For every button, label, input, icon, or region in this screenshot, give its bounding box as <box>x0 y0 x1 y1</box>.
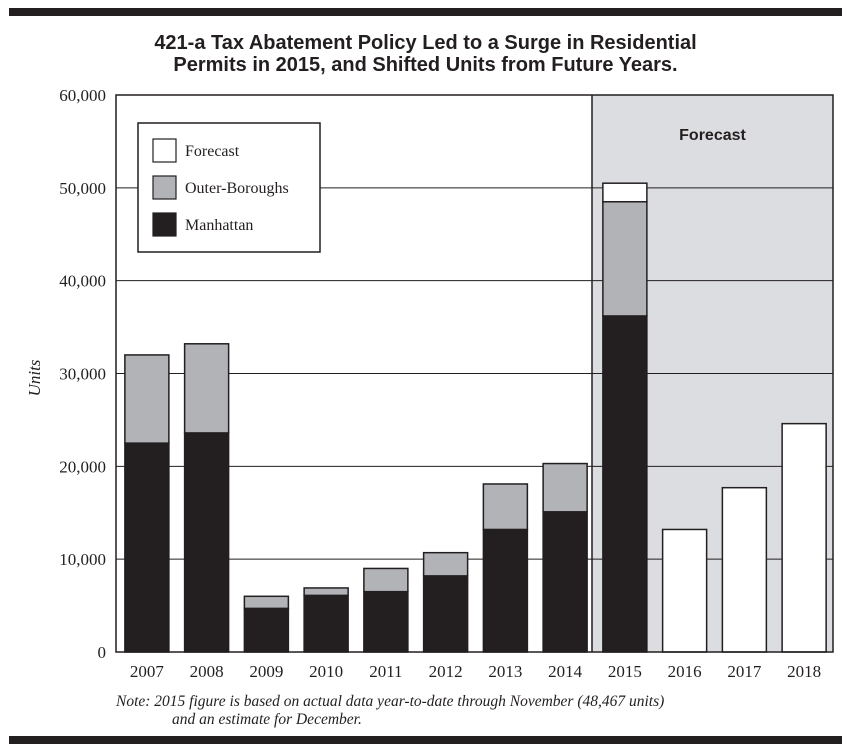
legend: Forecast Outer-Boroughs Manhattan <box>137 122 321 253</box>
x-tick-label: 2010 <box>309 662 343 681</box>
x-tick-label: 2011 <box>369 662 402 681</box>
bars <box>124 182 827 653</box>
bar-forecast-2016 <box>661 528 708 653</box>
y-tick-label: 50,000 <box>59 179 106 198</box>
chart-title-line-2: Permits in 2015, and Shifted Units from … <box>173 54 678 76</box>
bar-outer-boroughs-2015 <box>602 201 648 317</box>
x-tick-label: 2012 <box>429 662 463 681</box>
x-axis-ticks: 2007 2008 2009 2010 2011 2012 2013 2014 2015 2016… <box>130 662 821 681</box>
forecast-region-label: Forecast <box>679 127 746 144</box>
bar-forecast-2015 <box>602 182 648 203</box>
plot-frame <box>115 94 834 653</box>
note-line-2: and an estimate for December. <box>172 711 362 728</box>
bar-outer-boroughs-2010 <box>303 587 349 597</box>
bar-outer-boroughs-2011 <box>363 567 409 593</box>
legend-swatch-outer-boroughs <box>152 175 177 200</box>
note-line-1: Note: 2015 figure is based on actual dat… <box>116 693 665 710</box>
x-tick-label: 2014 <box>548 662 583 681</box>
y-axis-label: Units <box>25 359 44 396</box>
y-tick-label: 0 <box>98 643 107 662</box>
bar-outer-boroughs-2008 <box>183 343 230 434</box>
bar-manhattan-2014 <box>542 511 588 653</box>
bar-manhattan-2008 <box>183 432 230 653</box>
x-tick-label: 2013 <box>488 662 522 681</box>
y-tick-label: 10,000 <box>59 550 106 569</box>
bar-manhattan-2007 <box>124 442 170 653</box>
legend-label-outer-boroughs: Outer-Boroughs <box>185 180 289 197</box>
bar-manhattan-2009 <box>243 607 290 653</box>
y-tick-label: 20,000 <box>59 457 106 476</box>
chart-title-line-1: 421-a Tax Abatement Policy Led to a Surg… <box>154 32 697 54</box>
y-tick-label: 60,000 <box>59 86 106 105</box>
bar-forecast-2017 <box>721 486 768 653</box>
top-rule <box>9 8 842 16</box>
x-tick-label: 2007 <box>130 662 165 681</box>
x-tick-label: 2018 <box>787 662 821 681</box>
x-tick-label: 2009 <box>249 662 283 681</box>
bar-manhattan-2012 <box>422 575 469 653</box>
bar-manhattan-2015 <box>602 315 648 653</box>
x-tick-label: 2017 <box>727 662 762 681</box>
x-tick-label: 2008 <box>190 662 224 681</box>
legend-swatch-forecast <box>152 138 177 163</box>
bar-manhattan-2011 <box>363 590 409 653</box>
y-axis-ticks: 0 10,000 20,000 30,000 40,000 50,000 60,000 <box>59 86 106 662</box>
legend-label-forecast: Forecast <box>185 143 240 160</box>
bar-manhattan-2010 <box>303 594 349 653</box>
bottom-rule <box>9 736 842 744</box>
x-tick-label: 2015 <box>608 662 642 681</box>
bar-outer-boroughs-2009 <box>243 595 290 610</box>
bar-outer-boroughs-2007 <box>124 354 170 444</box>
bar-forecast-2018 <box>781 422 827 653</box>
bar-outer-boroughs-2014 <box>542 462 588 513</box>
x-tick-label: 2016 <box>668 662 702 681</box>
legend-label-manhattan: Manhattan <box>185 217 253 234</box>
bar-outer-boroughs-2012 <box>422 551 469 577</box>
bar-manhattan-2013 <box>482 528 529 653</box>
legend-swatch-manhattan <box>152 212 177 237</box>
bar-outer-boroughs-2013 <box>482 483 529 531</box>
y-tick-label: 30,000 <box>59 365 106 384</box>
y-tick-label: 40,000 <box>59 272 106 291</box>
